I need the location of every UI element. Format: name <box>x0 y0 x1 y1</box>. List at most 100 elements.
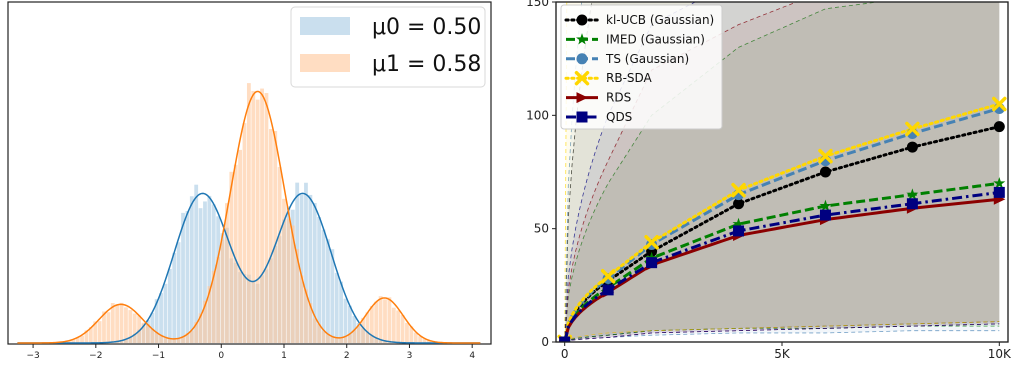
y-tick-label: 150 <box>526 0 549 9</box>
data-point <box>993 177 1006 189</box>
histogram-bar <box>330 249 335 343</box>
x-tick-label: 2 <box>344 351 350 361</box>
x-tick-label: 0 <box>218 351 224 361</box>
histogram-bar <box>154 332 159 343</box>
right-legend: kl-UCB (Gaussian) IMED (Gaussian) TS (Gaus… <box>560 4 723 130</box>
legend-swatch <box>300 54 350 72</box>
histogram-bar <box>198 208 203 343</box>
histogram-bar <box>141 322 146 343</box>
histogram-bar <box>137 315 142 343</box>
histogram-bar <box>321 229 326 343</box>
band-upper-line <box>564 2 881 342</box>
legend-label: μ0 = 0.50 <box>372 15 481 40</box>
data-point <box>644 235 659 250</box>
histogram-bar <box>339 281 343 343</box>
data-point <box>576 111 588 123</box>
data-point <box>818 148 833 164</box>
histogram-bar <box>282 198 286 343</box>
band-lower-line <box>564 323 1000 342</box>
histogram-bar <box>334 272 339 343</box>
x-stroke <box>600 269 616 284</box>
histogram-bar <box>115 304 120 343</box>
histogram-bar <box>93 321 98 343</box>
data-point <box>602 284 614 296</box>
data-point <box>992 96 1007 112</box>
histogram-bar <box>233 164 238 343</box>
histogram-bar <box>119 302 124 343</box>
histogram-bar <box>260 88 264 343</box>
legend-label: RDS <box>606 91 631 105</box>
histogram-bar <box>176 242 181 343</box>
kde-curve <box>17 90 481 344</box>
histogram-bar <box>308 303 313 343</box>
legend-label: IMED (Gaussian) <box>606 32 705 46</box>
right-x-ticks: 0 5K 10K <box>561 342 1012 361</box>
histogram-bar <box>220 239 225 343</box>
data-point <box>905 121 920 137</box>
histogram-bars <box>62 83 431 344</box>
data-point <box>646 257 658 269</box>
x-stroke <box>574 70 590 86</box>
histogram-bar <box>343 336 348 343</box>
series-markers <box>557 96 1007 342</box>
histogram-bar <box>365 312 370 343</box>
histogram-bar <box>167 268 172 343</box>
histogram-bar <box>326 334 330 343</box>
histogram-bar <box>347 334 352 343</box>
histogram-bar <box>198 313 203 343</box>
histogram-bar <box>339 337 343 343</box>
histogram-bar <box>378 296 383 343</box>
x-tick-label: 5K <box>774 347 791 361</box>
histogram-bar <box>343 298 348 343</box>
x-tick-label: 4 <box>469 351 475 361</box>
histogram-bar <box>181 212 185 343</box>
histogram-bar <box>176 338 181 343</box>
x-tick-label: −3 <box>26 351 39 361</box>
histogram-bar <box>194 184 199 343</box>
histogram-bar <box>163 338 168 343</box>
histogram-bar <box>427 340 431 343</box>
histogram-bar <box>290 225 295 343</box>
histogram-bar <box>225 203 229 343</box>
data-point <box>559 336 571 342</box>
data-point <box>906 141 918 153</box>
histogram-chart: −3 −2 −1 0 1 2 3 4 μ0 = 0.50 μ1 = 0.58 <box>7 1 492 361</box>
data-point <box>733 198 745 210</box>
histogram-bar <box>268 129 273 343</box>
histogram-bar <box>277 167 282 343</box>
histogram-bar <box>167 338 172 343</box>
histogram-bar <box>299 275 304 343</box>
legend-label: kl-UCB (Gaussian) <box>606 13 714 27</box>
x-stroke <box>992 96 1007 112</box>
histogram-bar <box>405 322 409 343</box>
histogram-bar <box>330 336 335 343</box>
legend-label: QDS <box>606 110 632 124</box>
histogram-bar <box>207 286 212 343</box>
data-point <box>819 166 831 178</box>
data-point <box>906 198 918 210</box>
histogram-bar <box>334 337 339 343</box>
histogram-bar <box>203 300 207 343</box>
histogram-bar <box>352 329 357 343</box>
histogram-bar <box>172 338 177 343</box>
data-point <box>993 186 1005 198</box>
histogram-bar <box>312 202 317 343</box>
data-point <box>732 217 745 230</box>
histogram-bar <box>88 327 93 343</box>
data-point <box>733 225 745 237</box>
histogram-bar <box>304 289 308 343</box>
histogram-bar <box>124 307 128 343</box>
histogram-bar <box>304 182 308 343</box>
data-point <box>576 14 588 26</box>
histogram-bar <box>242 123 247 343</box>
histogram-bar <box>251 91 256 343</box>
histogram-bar <box>194 322 199 343</box>
histogram-bar <box>163 283 168 343</box>
data-point <box>819 199 832 212</box>
histogram-bar <box>207 195 212 343</box>
histogram-bar <box>391 307 396 343</box>
data-point <box>575 33 589 45</box>
histogram-bar <box>387 297 392 343</box>
legend-label: TS (Gaussian) <box>605 52 689 66</box>
x-tick-label: 3 <box>407 351 413 361</box>
